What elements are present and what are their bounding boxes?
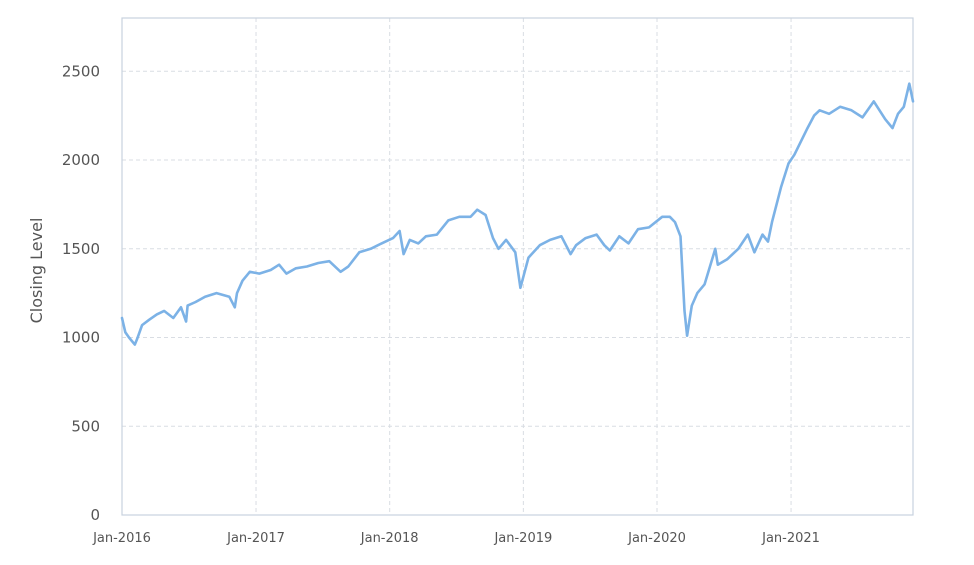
x-tick-label: Jan-2019 xyxy=(493,531,552,546)
closing-level-series-line xyxy=(120,82,915,346)
y-tick-label: 500 xyxy=(71,417,100,435)
y-tick-label: 1000 xyxy=(62,329,100,347)
y-tick-label: 2500 xyxy=(62,62,100,80)
x-tick-label: Jan-2018 xyxy=(360,531,419,546)
gridlines xyxy=(122,18,913,515)
x-tick-label: Jan-2017 xyxy=(226,531,285,546)
y-tick-label: 0 xyxy=(90,506,100,524)
y-tick-label: 1500 xyxy=(62,240,100,258)
x-axis-tick-labels: Jan-2016 Jan-2017 Jan-2018 Jan-2019 Jan-2020… xyxy=(92,531,820,546)
x-tick-label: Jan-2020 xyxy=(627,531,686,546)
y-axis-title: Closing Level xyxy=(27,218,46,324)
plot-area-border xyxy=(121,17,914,516)
x-tick-label: Jan-2021 xyxy=(761,531,820,546)
y-tick-label: 2000 xyxy=(62,151,100,169)
x-tick-label: Jan-2016 xyxy=(92,531,151,546)
y-axis-tick-labels: 0 500 1000 1500 2000 2500 xyxy=(62,62,100,524)
